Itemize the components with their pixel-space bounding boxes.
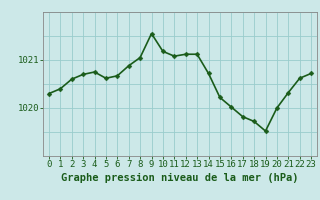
X-axis label: Graphe pression niveau de la mer (hPa): Graphe pression niveau de la mer (hPa) [61, 173, 299, 183]
